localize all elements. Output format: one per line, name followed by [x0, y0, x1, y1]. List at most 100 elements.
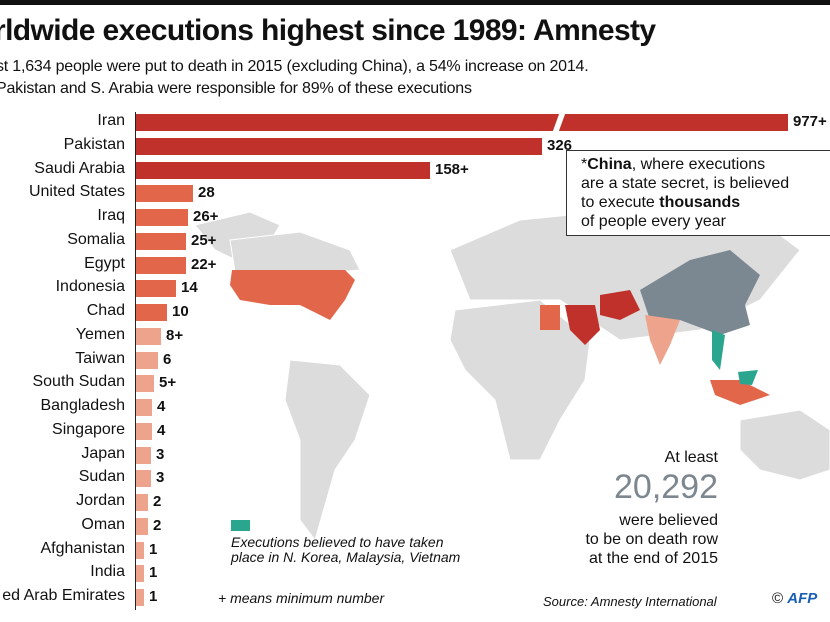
- bar-japan: [136, 446, 151, 464]
- bar-singapore: [136, 422, 152, 440]
- map-egypt: [540, 305, 560, 330]
- map-canada: [229, 231, 361, 276]
- callout-text-4: of people every year: [581, 213, 726, 230]
- bar-south-sudan: [136, 375, 154, 393]
- map-china: [640, 250, 760, 335]
- category-label: Egypt: [84, 254, 125, 272]
- category-label: Chad: [86, 302, 125, 319]
- bar-oman: [136, 517, 148, 535]
- legend-swatch-teal: [231, 520, 250, 531]
- value-label: 26+: [193, 208, 219, 225]
- afp-logo: AFP: [787, 590, 818, 607]
- callout-thousands: thousands: [659, 194, 741, 211]
- category-label: Bangladesh: [40, 397, 125, 414]
- value-label: 2: [153, 493, 162, 510]
- map-saudi-arabia: [565, 305, 600, 345]
- death-row-line-3: at the end of 2015: [589, 550, 718, 567]
- bar-pakistan: [136, 137, 542, 155]
- value-label: 1: [149, 564, 158, 582]
- category-label: Iran: [97, 112, 125, 129]
- map-south-america: [284, 359, 371, 542]
- category-label: Indonesia: [55, 278, 125, 296]
- bar-india: [136, 565, 144, 583]
- category-label: Yemen: [75, 325, 125, 343]
- category-label: Jordan: [76, 492, 125, 509]
- bar-axis: [135, 112, 136, 610]
- value-label: 326: [547, 136, 573, 154]
- value-label: 25+: [191, 231, 217, 249]
- callout-text-2: are a state secret, is believed: [581, 175, 790, 192]
- death-row-number: 20,292: [614, 468, 718, 506]
- source: Source: Amnesty International: [543, 594, 717, 609]
- bar-yemen: [136, 327, 161, 345]
- bar-chad: [136, 304, 167, 321]
- value-label: 1: [149, 588, 158, 605]
- value-label: 4: [157, 421, 166, 439]
- plus-note: + means minimum number: [218, 590, 385, 606]
- bar-iraq: [136, 209, 188, 226]
- value-label: 2: [153, 516, 162, 534]
- bar-sudan: [136, 470, 151, 488]
- value-label: 10: [172, 303, 189, 320]
- bar-somalia: [136, 232, 186, 250]
- map-australia: [739, 409, 830, 481]
- afp-credit: © AFP: [772, 590, 817, 607]
- bar-jordan: [136, 494, 148, 511]
- value-label: 158+: [435, 160, 469, 178]
- chart-title: rldwide executions highest since 1989: A…: [0, 14, 656, 47]
- map-iran: [600, 290, 640, 320]
- subtitle-line-1: st 1,634 people were put to death in 201…: [0, 58, 589, 75]
- category-label: ed Arab Emirates: [2, 587, 125, 604]
- death-row-line-1: were believed: [619, 512, 718, 529]
- category-label: Oman: [81, 515, 125, 533]
- bar-iran: [136, 114, 788, 131]
- map-india: [645, 315, 680, 365]
- value-label: 4: [157, 398, 166, 415]
- death-row-line-2: to be on death row: [585, 531, 718, 548]
- value-label: 6: [163, 350, 172, 368]
- value-label: 14: [181, 279, 198, 297]
- bar-saudi-arabia: [136, 161, 430, 179]
- map-vietnam: [712, 330, 725, 370]
- callout-text-3: to execute: [581, 194, 660, 211]
- value-label: 977+: [793, 113, 827, 130]
- asterisk: *: [581, 156, 588, 173]
- bar-afghanistan: [136, 541, 144, 559]
- value-label: 8+: [166, 326, 184, 344]
- legend-line-2: place in N. Korea, Malaysia, Vietnam: [231, 549, 461, 565]
- china-label: China: [587, 156, 632, 173]
- bar-taiwan: [136, 351, 158, 369]
- subtitle-line-2: Pakistan and S. Arabia were responsible …: [0, 80, 472, 97]
- top-bar: [0, 0, 830, 5]
- bar-ed-arab-emirates: [136, 589, 144, 606]
- legend-line-1: Executions believed to have taken: [231, 534, 444, 550]
- value-label: 5+: [159, 374, 177, 392]
- bar-indonesia: [136, 280, 176, 298]
- category-label: Singapore: [52, 420, 125, 438]
- category-label: India: [90, 563, 125, 581]
- death-row-pre: At least: [664, 449, 718, 466]
- category-label: Afghanistan: [40, 539, 125, 557]
- category-label: Somalia: [67, 230, 125, 248]
- category-label: South Sudan: [32, 373, 125, 391]
- category-label: Pakistan: [63, 135, 125, 153]
- category-label: Taiwan: [75, 349, 125, 367]
- category-label: Sudan: [78, 468, 125, 486]
- category-label: Japan: [81, 444, 125, 462]
- china-callout: *China, where executions are a state sec…: [566, 150, 830, 236]
- category-label: Iraq: [97, 207, 125, 224]
- map-malaysia: [738, 370, 758, 385]
- bar-united-states: [136, 185, 193, 203]
- copyright-symbol: ©: [772, 590, 784, 607]
- map-usa: [230, 270, 355, 320]
- callout-text-1: , where executions: [631, 156, 766, 173]
- value-label: 1: [149, 540, 158, 558]
- bar-bangladesh: [136, 399, 152, 416]
- map-indonesia: [710, 380, 770, 405]
- category-label: Saudi Arabia: [34, 159, 125, 177]
- value-label: 28: [198, 184, 215, 202]
- bar-egypt: [136, 256, 186, 274]
- value-label: 3: [156, 445, 165, 463]
